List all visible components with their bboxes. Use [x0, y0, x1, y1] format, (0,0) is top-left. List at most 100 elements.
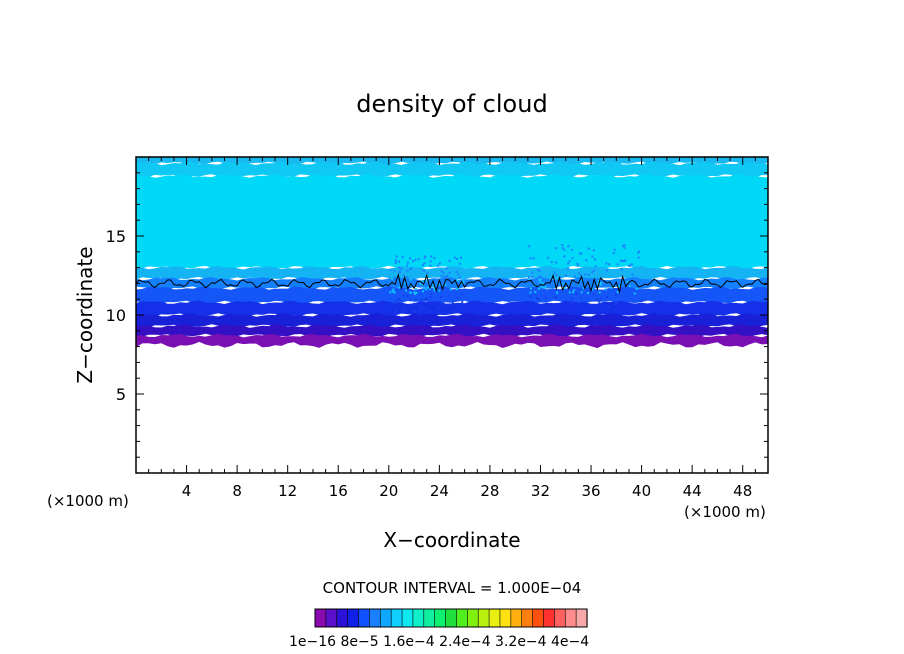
texture-dot: [527, 276, 530, 279]
texture-dot: [575, 292, 578, 295]
texture-dot: [423, 262, 426, 265]
texture-dot: [587, 292, 589, 294]
texture-dot: [461, 301, 464, 304]
texture-dot: [546, 306, 549, 309]
texture-dot: [592, 293, 595, 296]
texture-dot: [422, 290, 425, 293]
texture-dot: [535, 296, 538, 299]
texture-dot: [616, 291, 619, 293]
colorbar-swatch: [358, 608, 370, 628]
texture-dot: [433, 257, 436, 259]
texture-dot: [570, 297, 573, 300]
texture-dot: [622, 244, 625, 247]
x-axis-label: X−coordinate: [383, 528, 520, 552]
texture-dot: [580, 252, 583, 255]
texture-dot: [425, 288, 428, 291]
texture-dot: [401, 255, 404, 258]
texture-dot: [395, 310, 397, 313]
texture-dot: [406, 264, 409, 267]
texture-dot: [631, 273, 634, 276]
texture-dot: [395, 302, 398, 305]
texture-dot: [555, 274, 558, 277]
texture-dot: [405, 289, 408, 292]
y-tick-label: 10: [106, 306, 126, 325]
texture-dot: [529, 257, 532, 260]
texture-dot: [415, 298, 417, 301]
texture-dot: [566, 300, 569, 303]
x-tick-label: 36: [581, 482, 600, 500]
texture-dot: [420, 280, 423, 283]
texture-dot: [448, 259, 451, 262]
texture-dot: [458, 276, 461, 279]
x-tick-label: 4: [182, 482, 192, 500]
texture-dot: [628, 265, 631, 267]
texture-dot: [410, 267, 413, 270]
texture-dot: [426, 308, 429, 311]
texture-dot: [577, 264, 579, 267]
texture-dot: [531, 271, 534, 274]
colorbar-swatch: [564, 608, 577, 628]
texture-dot: [544, 296, 547, 299]
texture-dot: [580, 291, 583, 294]
texture-dot: [413, 291, 416, 294]
texture-dot: [406, 295, 409, 297]
texture-dot: [406, 261, 409, 264]
cloud-layer: [136, 161, 768, 178]
texture-dot: [597, 303, 600, 306]
texture-dot: [594, 258, 597, 261]
texture-dot: [443, 275, 446, 278]
texture-dot: [424, 255, 427, 258]
texture-dot: [571, 257, 574, 260]
x-tick-label: 16: [329, 482, 348, 500]
texture-dot: [408, 298, 411, 301]
texture-dot: [422, 264, 425, 267]
texture-dot: [567, 245, 570, 248]
texture-dot: [597, 279, 600, 282]
texture-dot: [398, 266, 401, 269]
texture-dot: [406, 269, 409, 272]
texture-dot: [527, 278, 530, 281]
texture-dot: [598, 300, 601, 303]
texture-dot: [614, 293, 617, 296]
texture-dot: [580, 297, 583, 300]
colorbar-swatch: [336, 608, 349, 628]
texture-dot: [602, 306, 605, 309]
texture-dot: [585, 259, 588, 262]
texture-dot: [409, 257, 411, 260]
texture-dot: [409, 268, 412, 271]
texture-dot: [397, 260, 400, 263]
texture-dot: [438, 303, 441, 306]
texture-dot: [430, 293, 433, 295]
texture-dot: [605, 262, 608, 265]
texture-dot: [449, 288, 452, 291]
texture-dot: [571, 301, 574, 304]
texture-dot: [390, 303, 393, 306]
texture-dot: [452, 303, 455, 306]
texture-dot: [462, 280, 465, 283]
chart-title: density of cloud: [356, 90, 547, 118]
texture-dot: [533, 284, 536, 287]
texture-dot: [419, 282, 422, 285]
texture-dot: [544, 286, 547, 289]
texture-dot: [401, 311, 404, 314]
texture-dot: [553, 296, 556, 298]
texture-dot: [620, 259, 622, 262]
texture-dot: [529, 291, 532, 294]
texture-dot: [456, 257, 459, 260]
texture-dot: [423, 269, 425, 272]
texture-dot: [423, 286, 425, 289]
texture-dot: [528, 245, 531, 248]
texture-dot: [591, 288, 594, 291]
texture-dot: [591, 255, 594, 258]
texture-dot: [456, 279, 459, 282]
colorbar-swatch: [499, 608, 512, 628]
texture-dot: [541, 282, 544, 285]
texture-dot: [531, 275, 534, 278]
texture-dot: [540, 275, 542, 278]
colorbar-swatch: [412, 608, 425, 628]
texture-dot: [550, 261, 553, 264]
texture-dot: [618, 285, 621, 288]
texture-dot: [393, 269, 396, 272]
texture-dot: [440, 269, 443, 272]
texture-dot: [563, 287, 566, 290]
